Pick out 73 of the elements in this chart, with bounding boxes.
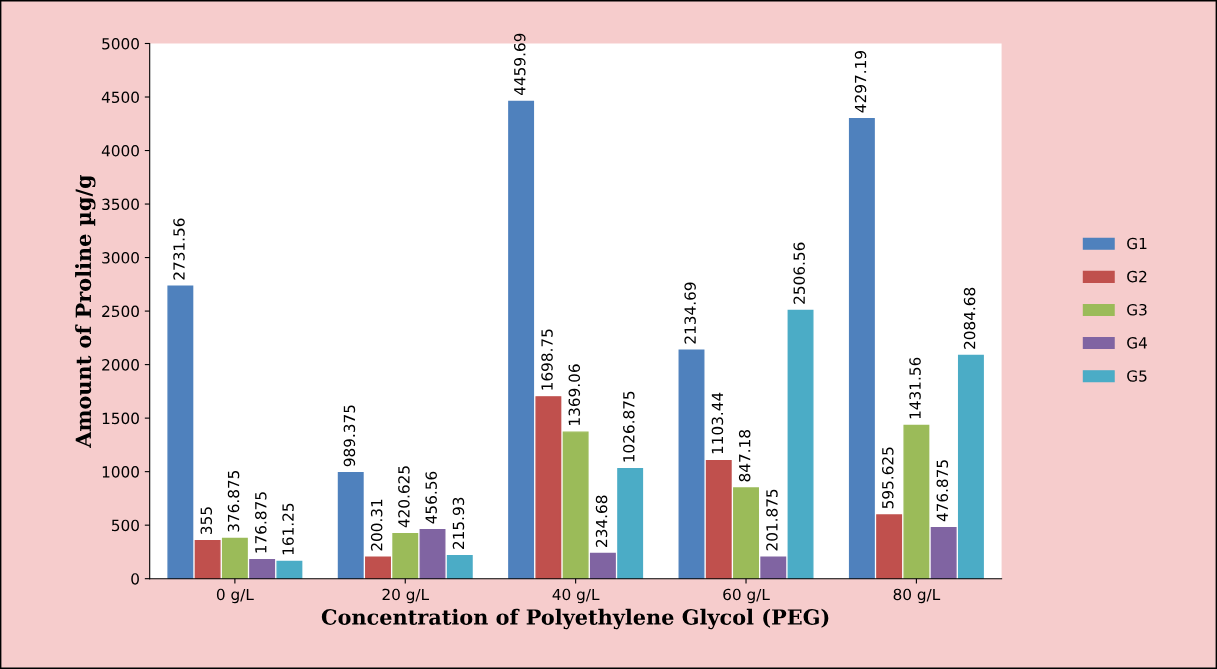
bar: [535, 396, 562, 579]
legend-label: G4: [1127, 337, 1147, 349]
data-label: 456.56: [425, 471, 437, 524]
y-tick-label: 3500: [102, 198, 139, 211]
data-label: 420.625: [398, 466, 410, 528]
x-tick-label: 60 g/L: [723, 588, 770, 604]
bar: [589, 552, 616, 579]
data-label: 847.18: [738, 430, 751, 482]
bar: [957, 354, 984, 579]
data-label: 1698.75: [541, 329, 553, 390]
y-tick-label: 2500: [102, 305, 139, 318]
data-label: 176.875: [255, 492, 267, 553]
bar: [903, 424, 930, 579]
y-tick-label: 3000: [102, 252, 139, 264]
data-label: 4459.69: [514, 33, 526, 96]
bar: [221, 537, 248, 579]
bar: [194, 539, 221, 579]
data-label: 2731.56: [173, 218, 185, 280]
data-label: 1369.06: [568, 364, 581, 425]
bar: [365, 556, 391, 579]
data-label: 161.25: [282, 503, 294, 555]
data-label: 2506.56: [793, 242, 805, 304]
bar: [848, 118, 875, 579]
bar: [249, 559, 276, 579]
data-label: 355: [200, 507, 213, 534]
data-label: 476.875: [936, 460, 949, 522]
bar: [508, 100, 535, 579]
data-label: 1026.875: [623, 391, 635, 462]
x-axis-title: Concentration of Polyethylene Glycol (PEG): [321, 608, 829, 630]
bar: [760, 556, 787, 579]
data-label: 200.31: [370, 499, 383, 551]
data-label: 2134.69: [684, 282, 696, 344]
data-label: 595.625: [882, 447, 894, 509]
y-tick-label: 4000: [101, 144, 139, 157]
data-label: 1103.44: [711, 392, 724, 454]
x-tick-label: 0 g/L: [216, 588, 254, 604]
bar: [617, 468, 644, 579]
bar: [705, 459, 732, 579]
bar: [392, 532, 419, 579]
x-tick-label: 80 g/L: [893, 588, 941, 604]
data-label: 376.875: [227, 470, 240, 532]
bar: [276, 560, 303, 579]
bar: [678, 349, 705, 579]
y-tick-label: 0: [131, 573, 139, 585]
bar: [337, 472, 364, 579]
data-label: 2084.68: [963, 287, 976, 349]
legend-label: G1: [1127, 237, 1147, 250]
bar: [733, 487, 759, 579]
y-tick-label: 2000: [102, 359, 139, 371]
data-label: 234.68: [595, 495, 608, 547]
data-label: 201.875: [766, 489, 778, 551]
y-tick-label: 1500: [102, 412, 139, 425]
data-label: 4297.19: [854, 51, 867, 113]
bar: [930, 526, 957, 579]
legend-label: G5: [1127, 370, 1147, 382]
x-tick-label: 20 g/L: [382, 588, 429, 604]
y-tick-label: 1000: [102, 466, 139, 478]
legend-label: G2: [1127, 270, 1147, 283]
data-label: 989.375: [343, 405, 356, 467]
y-axis-title: Amount of Proline µg/g: [75, 174, 96, 448]
y-tick-label: 500: [111, 519, 139, 532]
bar: [562, 431, 589, 579]
bar: [446, 554, 473, 579]
y-tick-label: 5000: [102, 37, 139, 50]
data-label: 1431.56: [909, 357, 921, 419]
legend-label: G3: [1127, 303, 1147, 316]
x-tick-label: 40 g/L: [552, 588, 600, 604]
bar: [876, 514, 903, 579]
data-label: 215.93: [452, 497, 465, 549]
bar: [787, 309, 814, 579]
bar: [167, 285, 194, 579]
bar: [419, 529, 446, 579]
y-tick-label: 4500: [101, 91, 139, 104]
